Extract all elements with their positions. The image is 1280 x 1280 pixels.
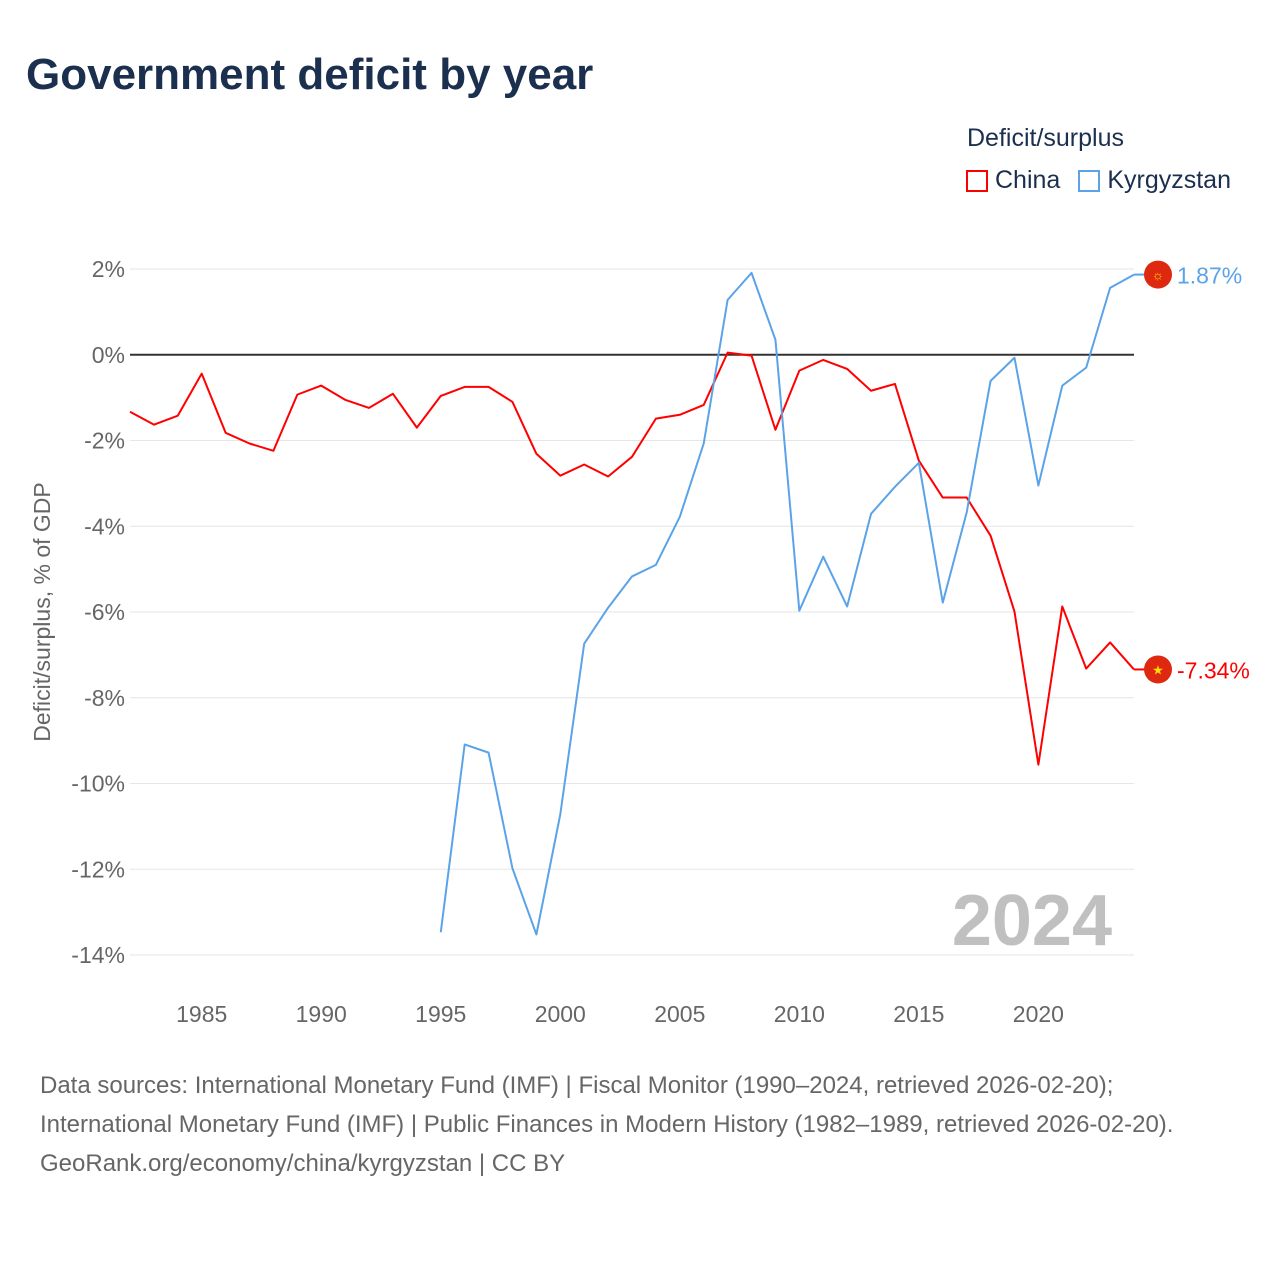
x-tick-label: 2020 [1013, 1001, 1064, 1027]
year-watermark: 2024 [952, 881, 1112, 961]
legend: China Kyrgyzstan [966, 166, 1231, 195]
flag-emblem-icon: ☼ [1152, 268, 1164, 283]
page-title: Government deficit by year [26, 50, 594, 99]
y-tick-label: -8% [84, 685, 125, 711]
y-tick-label: -12% [71, 856, 125, 882]
credit-link[interactable]: GeoRank.org/economy/china/kyrgyzstan | C… [40, 1150, 566, 1177]
legend-item-kyrgyzstan[interactable]: Kyrgyzstan [1078, 166, 1231, 195]
footer: Data sources: International Monetary Fun… [40, 1066, 1240, 1183]
legend-item-china[interactable]: China [966, 166, 1060, 195]
legend-swatch-china [966, 169, 988, 192]
flag-emblem-icon: ★ [1152, 662, 1164, 677]
x-tick-label: 2005 [654, 1001, 705, 1027]
end-value-label: -7.34% [1177, 657, 1250, 683]
x-tick-label: 1990 [296, 1001, 347, 1027]
x-tick-label: 2015 [893, 1001, 944, 1027]
legend-label: Kyrgyzstan [1107, 166, 1231, 194]
flag-icon-kyrgyzstan [1144, 260, 1172, 289]
series-line-kyrgyzstan [439, 271, 1135, 936]
data-sources: Data sources: International Monetary Fun… [40, 1072, 1174, 1138]
y-axis-label: Deficit/surplus, % of GDP [29, 482, 55, 741]
x-tick-label: 1985 [176, 1001, 227, 1027]
legend-label: China [995, 166, 1061, 194]
legend-swatch-kyrgyzstan [1078, 169, 1101, 192]
x-tick-label: 1995 [415, 1001, 466, 1027]
y-tick-label: 0% [92, 342, 125, 368]
y-tick-label: -4% [84, 513, 125, 539]
y-tick-label: -14% [71, 942, 125, 968]
x-tick-label: 2010 [774, 1001, 825, 1027]
y-tick-label: -6% [84, 599, 125, 625]
y-tick-label: 2% [92, 256, 125, 282]
end-value-label: 1.87% [1177, 263, 1242, 289]
y-tick-label: -2% [84, 428, 125, 454]
legend-title: Deficit/surplus [967, 124, 1124, 152]
flag-icon-china [1144, 655, 1172, 684]
line-chart: 2% 0% -2% -4% -6% -8% -10% -12% -14% 1985 1990 1995… [29, 256, 1250, 1027]
y-tick-label: -10% [71, 771, 125, 797]
x-tick-label: 2000 [535, 1001, 586, 1027]
series-line-china [129, 351, 1135, 766]
